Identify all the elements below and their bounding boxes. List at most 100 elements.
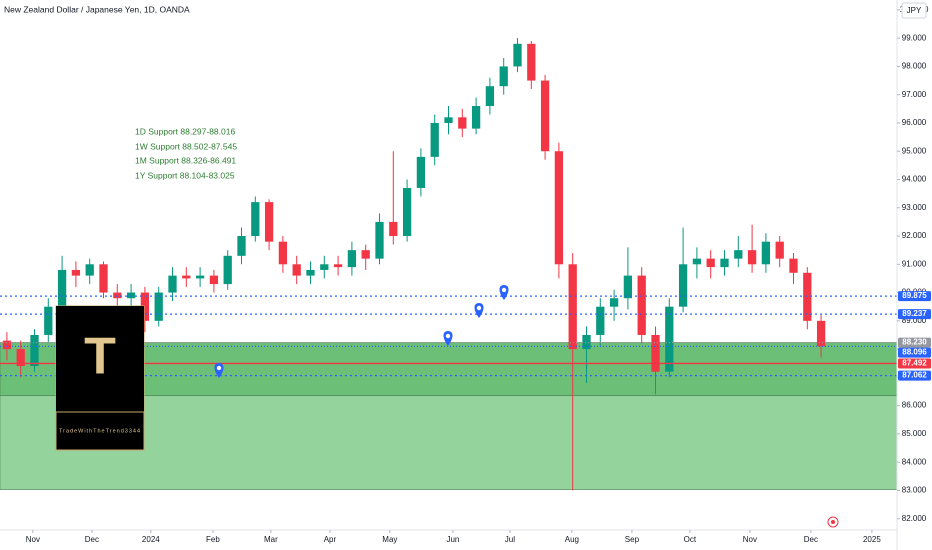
- x-tick-label: Apr: [324, 535, 337, 544]
- x-tick-label: Jul: [505, 535, 515, 544]
- y-tick-label: 85.000: [902, 429, 927, 438]
- y-tick-label: 84.000: [902, 457, 927, 466]
- levels: [0, 295, 897, 377]
- annotation: 1Y Support 88.104-83.025: [135, 170, 235, 180]
- y-tick-label: 94.000: [902, 175, 927, 184]
- candle-body: [347, 250, 357, 268]
- candle-body: [499, 66, 508, 87]
- logo-top: [56, 306, 144, 412]
- candle-body: [485, 86, 495, 106]
- candle-body: [333, 264, 343, 268]
- x-tick-label: 2025: [863, 535, 881, 544]
- candle-body: [195, 275, 205, 279]
- candle-body: [113, 292, 122, 299]
- currency-box[interactable]: [901, 2, 927, 19]
- candle-body: [278, 241, 288, 265]
- pins: [214, 285, 509, 378]
- annotations: 1D Support 88.297-88.016 1W Support 88.5…: [135, 126, 237, 180]
- y-tick-label: 91.000: [902, 259, 927, 268]
- candle-body: [665, 306, 674, 372]
- y-tick-label: 86.000: [902, 401, 927, 410]
- candle-body: [720, 258, 729, 268]
- pin[interactable]: [443, 331, 453, 346]
- candle-body: [775, 241, 784, 259]
- annotation: 1D Support 88.297-88.016: [135, 126, 235, 136]
- y-tick-label: 95.000: [902, 146, 927, 155]
- y-tick-label: 89.000: [902, 316, 927, 325]
- x-tick-label: Jun: [446, 535, 459, 544]
- candle-body: [85, 264, 94, 276]
- candle-body: [320, 264, 329, 270]
- y-tick-label: 92.000: [902, 231, 927, 240]
- candle-body: [430, 122, 439, 157]
- candle-body: [527, 43, 536, 81]
- candle-body: [471, 106, 481, 129]
- candle-body: [251, 202, 260, 237]
- candle-body: [444, 117, 453, 123]
- logo: T TradeWithTheTrend3344: [55, 305, 145, 451]
- price-level-tag: [898, 309, 931, 320]
- candle-body: [789, 258, 798, 273]
- zones: [0, 342, 898, 490]
- logo-caption: TradeWithTheTrend3344: [59, 428, 141, 434]
- candle-body: [554, 151, 564, 265]
- candle-body: [71, 269, 81, 276]
- logo-letter: T: [84, 328, 116, 386]
- pin[interactable]: [474, 303, 484, 318]
- candle-body: [375, 221, 384, 259]
- candle-body: [292, 264, 301, 276]
- candle-body: [816, 320, 826, 347]
- y-tick-label: 82.000: [902, 514, 927, 523]
- alert-icon[interactable]: [827, 516, 839, 528]
- y-tick-label: 99.000: [902, 33, 927, 42]
- candle-body: [678, 264, 688, 307]
- candle-body: [2, 340, 12, 350]
- chart-title: New Zealand Dollar / Japanese Yen, 1D, O…: [4, 4, 190, 14]
- price-level-tag: [898, 370, 931, 381]
- x-tick-label: Dec: [85, 535, 99, 544]
- candle-body: [416, 156, 426, 188]
- candle-body: [306, 269, 315, 276]
- candle-body: [692, 258, 702, 265]
- y-tick-label: 97.000: [902, 90, 927, 99]
- candle-body: [596, 306, 605, 335]
- x-tick-label: Oct: [684, 535, 697, 544]
- pin[interactable]: [214, 363, 224, 378]
- pin[interactable]: [499, 285, 509, 300]
- candle-body: [389, 221, 398, 237]
- candle-body: [361, 250, 370, 259]
- x-tick-label: Mar: [264, 535, 278, 544]
- candle-body: [402, 187, 412, 237]
- y-tick-label: 98.000: [902, 62, 927, 71]
- price-level-label: 89.237: [902, 309, 927, 318]
- candle-body: [126, 292, 136, 299]
- candle-body: [623, 275, 633, 299]
- annotation: 1M Support 88.326-86.491: [135, 155, 236, 165]
- price-level-label: 87.062: [902, 371, 927, 380]
- x-tick-label: Aug: [565, 535, 579, 544]
- candles: [2, 38, 826, 491]
- price-level-label: 88.096: [902, 348, 927, 357]
- y-tick-label: 93.000: [902, 203, 927, 212]
- candle-body: [154, 292, 163, 321]
- price-level-label: 88.230: [902, 338, 927, 347]
- x-tick-label: May: [382, 535, 397, 544]
- price-level-tag: [898, 291, 931, 302]
- candle-body: [609, 298, 619, 307]
- candle-body: [637, 275, 646, 335]
- candle-body: [209, 275, 219, 285]
- axes: 82.00083.00084.00085.00086.00087.00088.0…: [26, 5, 931, 544]
- candle-body: [264, 202, 274, 242]
- candle-body: [30, 334, 39, 367]
- x-tick-label: Nov: [743, 535, 757, 544]
- price-level-label: 87.492: [902, 359, 927, 368]
- y-tick-label: 96.000: [902, 118, 927, 127]
- candle-body: [513, 43, 522, 67]
- currency: JPY: [907, 6, 922, 15]
- candle-body: [99, 264, 108, 293]
- price-level-label: 89.875: [902, 291, 927, 300]
- candle-body: [651, 334, 660, 372]
- x-tick-label: Dec: [804, 535, 818, 544]
- candle-body: [458, 117, 467, 129]
